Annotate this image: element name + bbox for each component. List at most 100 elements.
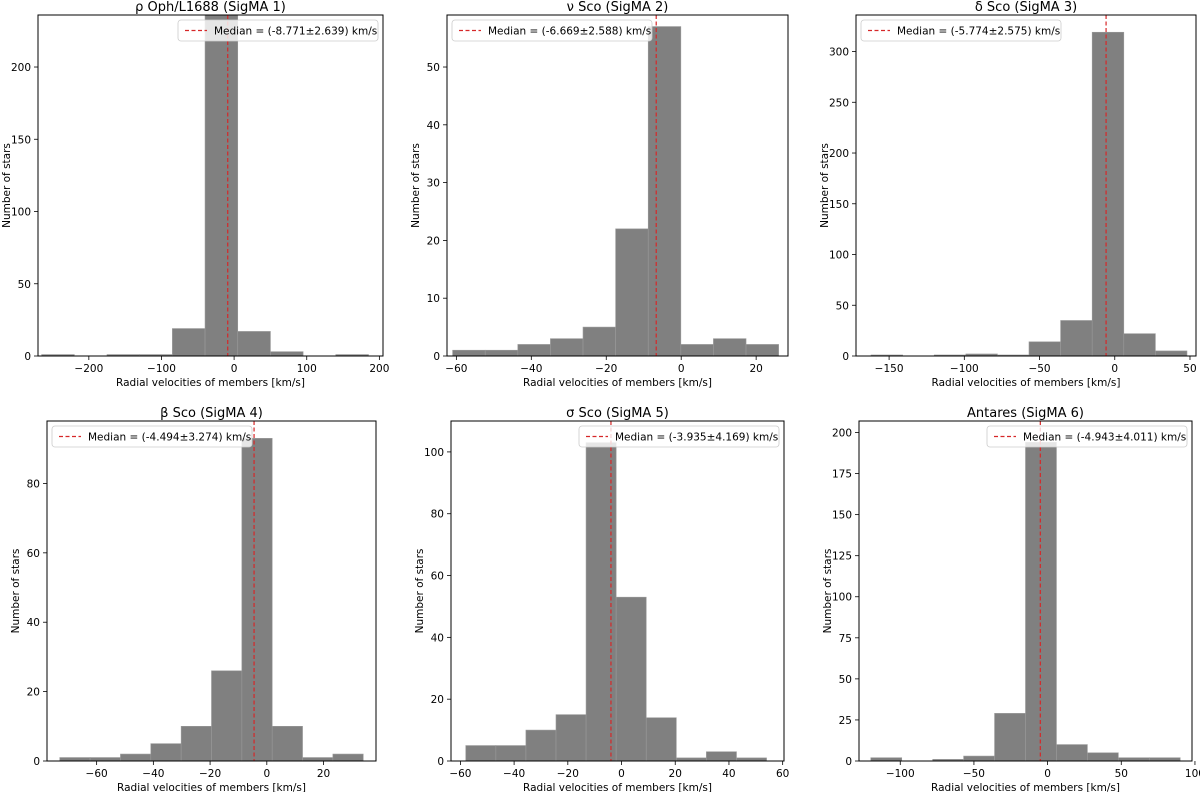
histogram-bar: [1087, 752, 1119, 761]
x-tick-label: −100: [950, 363, 979, 375]
plot-area: [41, 15, 369, 356]
y-tick-label: 150: [832, 510, 852, 522]
y-axis-label: Number of stars: [822, 549, 834, 634]
chart-panel-2: −60 −40 −20 0 20 0 10 20 30 40 50 ν Sco (SigMA 2) Ra…: [410, 0, 789, 389]
y-tick-label: 20: [431, 694, 444, 706]
x-tick-label: 100: [1185, 768, 1200, 780]
chart-title: Antares (SigMA 6): [967, 406, 1084, 421]
histogram-bar: [706, 751, 737, 761]
legend-label: Median = (-4.943±4.011) km/s: [1023, 432, 1186, 444]
y-tick-label: 20: [27, 687, 40, 699]
y-tick-label: 25: [839, 715, 852, 727]
x-axis-label: Radial velocities of members [km/s]: [931, 782, 1120, 792]
y-tick-label: 0: [842, 351, 849, 363]
x-tick-label: −20: [199, 768, 221, 780]
x-tick-label: 20: [317, 768, 330, 780]
y-tick-label: 100: [832, 592, 852, 604]
chart-panel-5: −60 −40 −20 0 20 40 60 0 20 40 60 80 100 σ Sco (SigMA…: [414, 406, 789, 792]
y-tick-label: 0: [33, 756, 40, 768]
histogram-bar: [1155, 350, 1188, 356]
histogram-bar: [680, 344, 714, 356]
histogram-bar: [1123, 333, 1156, 356]
chart-title: ρ Oph/L1688 (SigMA 1): [135, 0, 286, 15]
x-tick-label: −50: [1028, 363, 1050, 375]
legend: Median = (-8.771±2.639) km/s: [177, 19, 379, 42]
y-tick-label: 10: [427, 293, 440, 305]
y-tick-label: 0: [437, 756, 444, 768]
histogram-bar: [525, 729, 557, 761]
chart-title: σ Sco (SigMA 5): [566, 406, 669, 421]
x-tick-label: −50: [963, 768, 985, 780]
y-axis-label: Number of stars: [414, 549, 426, 634]
x-tick-label: 0: [263, 768, 270, 780]
legend-label: Median = (-3.935±4.169) km/s: [615, 432, 778, 444]
legend-label: Median = (-5.774±2.575) km/s: [897, 26, 1060, 38]
plot-area: [452, 15, 779, 356]
legend-box: [451, 19, 653, 42]
histogram-bar: [271, 726, 303, 761]
histogram-bar: [465, 745, 497, 761]
y-tick-label: 300: [829, 47, 849, 59]
histogram-bar: [555, 714, 587, 761]
legend-box: [578, 425, 780, 448]
x-tick-label: 0: [1111, 363, 1118, 375]
legend-label: Median = (-8.771±2.639) km/s: [214, 26, 377, 38]
axes-frame: [450, 420, 785, 762]
y-tick-label: 20: [427, 235, 440, 247]
y-tick-label: 150: [829, 199, 849, 211]
axes-frame: [46, 420, 377, 762]
histogram-bar: [120, 753, 152, 761]
histogram-bar: [211, 670, 243, 761]
chart-title: β Sco (SigMA 4): [160, 406, 263, 421]
x-tick-label: 0: [618, 768, 625, 780]
histogram-bar: [1025, 442, 1057, 761]
y-tick-label: 40: [427, 120, 440, 132]
histogram-bar: [59, 757, 91, 761]
histogram-bar: [452, 349, 486, 356]
y-tick-label: 60: [431, 571, 444, 583]
histogram-bar: [736, 757, 767, 761]
y-tick-label: 0: [433, 351, 440, 363]
x-tick-label: 100: [297, 363, 317, 375]
histogram-bar: [180, 726, 212, 761]
chart-title: δ Sco (SigMA 3): [975, 0, 1077, 15]
histogram-bar: [615, 228, 649, 356]
x-axis-label: Radial velocities of members [km/s]: [932, 377, 1121, 389]
histogram-bar: [241, 438, 273, 761]
legend-label: Median = (-4.494±3.274) km/s: [88, 432, 251, 444]
y-tick-label: 0: [845, 756, 852, 768]
histogram-bar: [713, 338, 747, 356]
x-tick-label: 0: [231, 363, 238, 375]
histogram-bar: [585, 442, 617, 761]
x-tick-label: 20: [749, 363, 762, 375]
y-axis-label: Number of stars: [819, 143, 831, 228]
x-tick-label: 0: [678, 363, 685, 375]
histogram-bar: [1028, 341, 1061, 356]
x-tick-label: 0: [1044, 768, 1051, 780]
y-tick-label: 50: [427, 62, 440, 74]
legend-box: [860, 19, 1062, 42]
chart-panel-6: −100 −50 0 50 100 0 25 50 75 100 125 150 175 200 Antar…: [822, 406, 1200, 792]
y-axis-label: Number of stars: [1, 143, 13, 228]
histogram-bar: [204, 15, 239, 356]
y-tick-label: 100: [829, 250, 849, 262]
x-tick-label: 50: [1115, 768, 1128, 780]
y-tick-label: 60: [27, 548, 40, 560]
y-tick-label: 150: [11, 134, 31, 146]
y-axis-label: Number of stars: [410, 143, 422, 228]
x-tick-label: −60: [86, 768, 108, 780]
y-tick-label: 200: [832, 427, 852, 439]
y-tick-label: 125: [832, 551, 852, 563]
x-tick-label: 40: [722, 768, 735, 780]
histogram-bar: [150, 743, 182, 761]
x-axis-label: Radial velocities of members [km/s]: [523, 377, 712, 389]
histogram-bar: [1060, 320, 1093, 356]
histogram-bar: [332, 753, 364, 761]
x-axis-label: Radial velocities of members [km/s]: [523, 782, 712, 792]
histogram-bar: [302, 757, 334, 761]
x-tick-label: −60: [445, 363, 467, 375]
y-tick-label: 0: [24, 351, 31, 363]
legend-box: [51, 425, 253, 448]
y-tick-label: 80: [27, 478, 40, 490]
